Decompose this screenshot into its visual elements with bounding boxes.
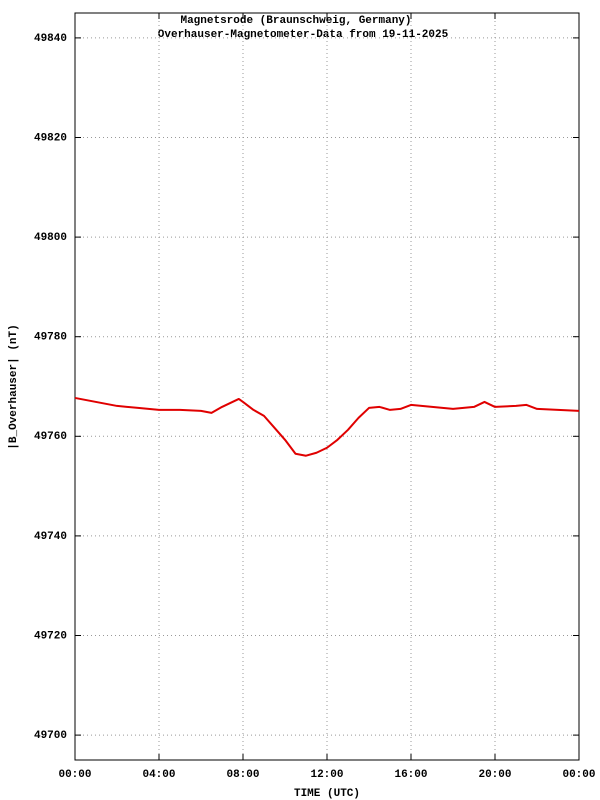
- x-tick-label: 04:00: [142, 769, 175, 781]
- plot-frame: [74, 12, 580, 761]
- chart-title: Magnetsrode (Braunschweig, Germany): [180, 15, 411, 27]
- x-tick-label: 00:00: [562, 769, 595, 781]
- y-tick-label: 49800: [34, 232, 67, 244]
- x-tick-label: 16:00: [394, 769, 427, 781]
- x-tick-label: 20:00: [478, 769, 511, 781]
- x-tick-label: 12:00: [310, 769, 343, 781]
- y-tick-label: 49820: [34, 132, 67, 144]
- y-tick-label: 49720: [34, 630, 67, 642]
- y-tick-label: 49780: [34, 332, 67, 344]
- x-tick-label: 08:00: [226, 769, 259, 781]
- y-tick-label: 49700: [34, 730, 67, 742]
- y-axis-label: |B_Overhauser| (nT): [8, 324, 20, 449]
- data-line: [74, 396, 580, 457]
- x-tick-label: 00:00: [58, 769, 91, 781]
- chart-subtitle: Overhauser-Magnetometer-Data from 19-11-…: [158, 29, 449, 41]
- y-tick-label: 49840: [34, 33, 67, 45]
- x-axis-label: TIME (UTC): [294, 788, 360, 800]
- y-tick-label: 49740: [34, 531, 67, 543]
- y-tick-label: 49760: [34, 431, 67, 443]
